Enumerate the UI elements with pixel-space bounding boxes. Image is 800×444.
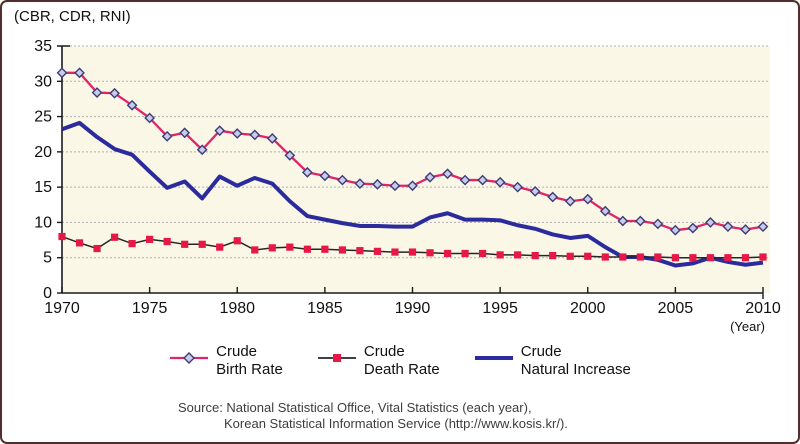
legend-item-birth-rate: Crude Birth Rate — [169, 343, 283, 379]
svg-text:1990: 1990 — [395, 300, 431, 317]
natural-increase-legend-marker — [474, 356, 513, 360]
svg-text:2005: 2005 — [658, 300, 694, 317]
legend-label: Crude Natural Increase — [520, 343, 631, 378]
svg-text:1970: 1970 — [44, 300, 80, 317]
svg-text:20: 20 — [34, 144, 52, 161]
source-note: Source: National Statistical Office, Vit… — [178, 400, 568, 432]
svg-text:30: 30 — [34, 73, 52, 90]
svg-text:10: 10 — [34, 214, 52, 231]
source-line-2: Korean Statistical Information Service (… — [224, 416, 568, 431]
y-axis-unit-label: (CBR, CDR, RNI) — [14, 8, 131, 25]
svg-text:0: 0 — [43, 285, 52, 302]
legend-item-natural-increase: Crude Natural Increase — [474, 343, 631, 379]
svg-text:5: 5 — [43, 250, 52, 267]
svg-text:25: 25 — [34, 109, 52, 126]
source-line-1: Source: National Statistical Office, Vit… — [178, 400, 532, 415]
legend-item-death-rate: Crude Death Rate — [317, 343, 440, 379]
legend-label: Crude Birth Rate — [216, 343, 283, 378]
death-rate-legend-marker — [317, 354, 356, 362]
svg-text:1980: 1980 — [219, 300, 255, 317]
svg-text:1985: 1985 — [307, 300, 343, 317]
svg-text:2010: 2010 — [745, 300, 781, 317]
svg-text:1975: 1975 — [132, 300, 168, 317]
svg-text:(Year): (Year) — [730, 319, 765, 334]
legend-label: Crude Death Rate — [363, 343, 440, 378]
line-chart: 0 5 10 15 20 25 30 35 1970 1975 1980 1985 1990 1995 20… — [34, 38, 781, 334]
svg-text:15: 15 — [34, 179, 52, 196]
legend: Crude Birth Rate Crude Death Rate Crude … — [2, 343, 798, 379]
svg-text:35: 35 — [34, 38, 52, 55]
birth-rate-legend-marker — [170, 352, 209, 364]
svg-text:2000: 2000 — [570, 300, 606, 317]
svg-text:1995: 1995 — [482, 300, 518, 317]
